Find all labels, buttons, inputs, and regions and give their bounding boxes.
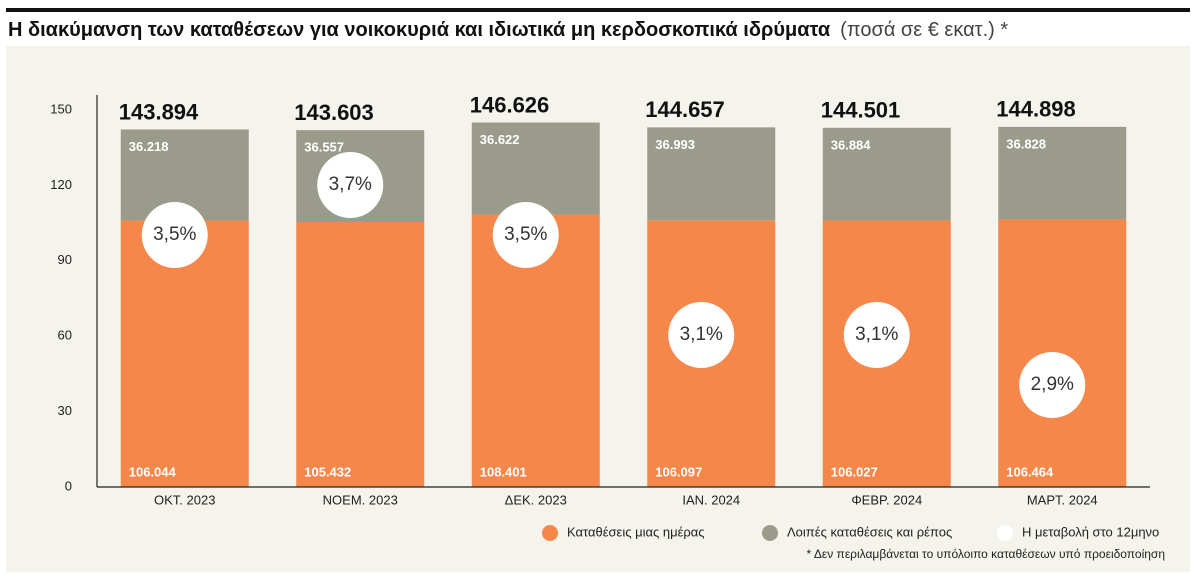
x-tick-label: ΦΕΒΡ. 2024 [851,492,922,507]
bar-segment [822,127,951,221]
segment-label: 106.027 [831,464,878,479]
segment-label: 36.557 [304,140,344,155]
total-label: 143.603 [294,100,374,125]
legend-swatch [997,525,1013,541]
segment-label: 106.464 [1006,464,1054,479]
change-circle [668,302,735,368]
legend-label: Καταθέσεις μιας ημέρας [567,524,705,539]
top-rule [6,8,1190,12]
segment-label: 105.432 [304,464,351,479]
chart-title: Η διακύμανση των καταθέσεων για νοικοκυρ… [8,19,1008,41]
footnote: * Δεν περιλαμβάνεται το υπόλοιπο καταθέσ… [807,547,1165,561]
bar-segment [998,219,1127,488]
x-tick-label: ΔΕΚ. 2023 [505,492,567,507]
change-circle [141,202,208,268]
change-circle [1019,352,1086,418]
legend-swatch [542,525,558,541]
total-label: 146.626 [470,92,550,117]
segment-label: 106.044 [129,464,177,479]
legend-swatch [762,525,778,541]
total-label: 144.898 [996,97,1076,122]
y-tick-label: 90 [58,252,72,267]
segment-label: 108.401 [480,464,527,479]
total-label: 144.657 [645,97,725,122]
total-label: 143.894 [119,99,199,124]
y-tick-label: 60 [58,328,72,343]
legend-label: Λοιπές καταθέσεις και ρέπος [787,524,952,539]
change-label: 2,9% [1031,374,1074,395]
segment-label: 36.218 [129,139,169,154]
x-tick-label: ΝΟΕΜ. 2023 [323,492,398,507]
subtitle: (ποσά σε € εκατ.) * [840,19,1008,41]
segment-label: 36.622 [480,132,520,147]
change-circle [317,152,384,218]
x-tick-label: ΟΚΤ. 2023 [154,492,215,507]
change-label: 3,5% [504,224,547,245]
bar-segment [471,122,600,215]
y-tick-label: 30 [58,403,72,418]
segment-label: 36.884 [831,137,872,152]
segment-label: 36.828 [1006,136,1046,151]
y-tick-label: 150 [50,101,72,116]
total-label: 144.501 [821,98,901,123]
segment-label: 106.097 [655,464,702,479]
change-circle [843,302,910,368]
legend-label: Η μεταβολή στο 12μηνο [1022,524,1159,539]
x-tick-label: ΜΑΡΤ. 2024 [1027,492,1098,507]
x-tick-label: ΙΑΝ. 2024 [682,492,740,507]
bar-segment [998,126,1127,220]
change-label: 3,1% [855,324,898,345]
y-tick-label: 0 [65,478,72,493]
bar-segment [296,222,425,488]
change-label: 3,7% [329,174,372,195]
bar-segment [647,127,776,221]
y-tick-label: 120 [50,177,72,192]
change-label: 3,1% [680,324,723,345]
segment-label: 36.993 [655,137,695,152]
title: Η διακύμανση των καταθέσεων για νοικοκυρ… [8,19,831,41]
change-label: 3,5% [153,224,196,245]
change-circle [492,202,559,268]
